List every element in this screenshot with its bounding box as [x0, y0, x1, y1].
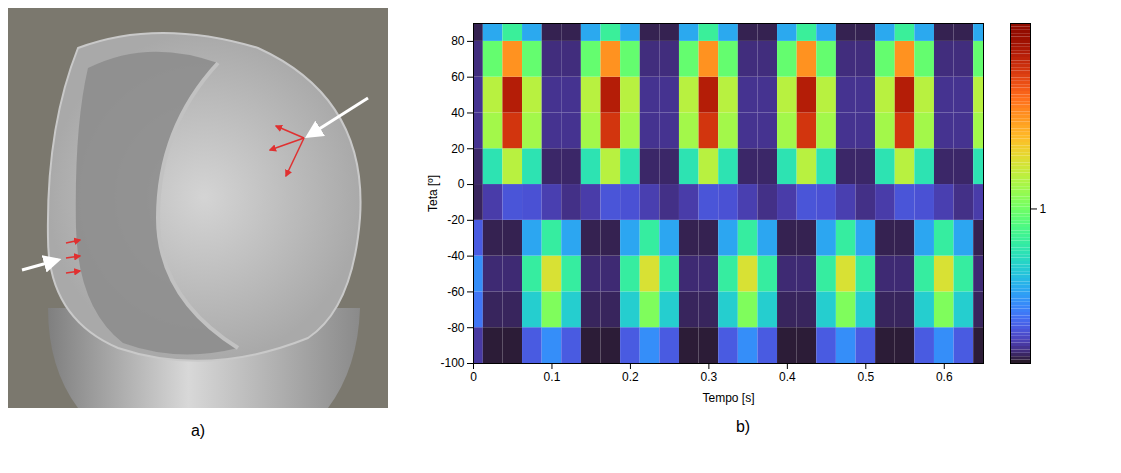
svg-text:-60: -60 — [447, 285, 465, 299]
svg-text:-80: -80 — [447, 321, 465, 335]
svg-text:0: 0 — [470, 370, 477, 384]
svg-text:-100: -100 — [440, 356, 464, 370]
svg-text:0.3: 0.3 — [701, 370, 718, 384]
svg-text:Tempo [s]: Tempo [s] — [702, 391, 754, 405]
svg-text:1: 1 — [1040, 202, 1047, 216]
svg-text:40: 40 — [451, 106, 465, 120]
html-text:b): b) — [735, 418, 751, 435]
svg-text:0.6: 0.6 — [936, 370, 953, 384]
svg-text:0.2: 0.2 — [622, 370, 639, 384]
html-text:a): a) — [190, 422, 206, 439]
svg-text:0: 0 — [458, 177, 465, 191]
svg-text:60: 60 — [451, 70, 465, 84]
svg-text:-40: -40 — [447, 249, 465, 263]
svg-text:0.5: 0.5 — [857, 370, 874, 384]
svg-text:Teta [º]: Teta [º] — [426, 175, 440, 212]
svg-text:0.4: 0.4 — [779, 370, 796, 384]
svg-text:80: 80 — [451, 34, 465, 48]
svg-text:-20: -20 — [447, 213, 465, 227]
svg-text:20: 20 — [451, 142, 465, 156]
svg-text:0.1: 0.1 — [544, 370, 561, 384]
